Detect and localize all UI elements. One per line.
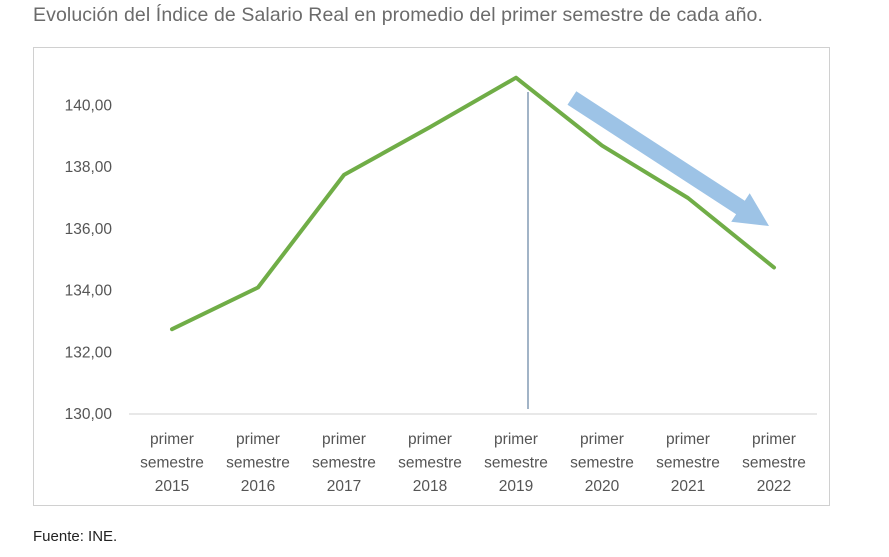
line-chart: 130,00 132,00 134,00 136,00 138,00 140,00 prim… xyxy=(65,75,817,495)
y-tick-label: 132,00 xyxy=(65,344,113,361)
y-tick-label: 134,00 xyxy=(65,283,113,300)
x-tick-label: primer semestre 2019 xyxy=(484,431,548,495)
series-line xyxy=(170,75,776,332)
x-tick-label: primer semestre 2021 xyxy=(656,431,720,495)
y-tick-label: 130,00 xyxy=(65,406,113,423)
y-tick-label: 140,00 xyxy=(65,98,113,115)
chart-title: Evolución del Índice de Salario Real en … xyxy=(33,4,764,26)
x-tick-label: primer semestre 2020 xyxy=(570,431,634,495)
chart-frame: 130,00 132,00 134,00 136,00 138,00 140,00 prim… xyxy=(33,47,830,506)
x-tick-label: primer semestre 2022 xyxy=(742,431,806,495)
x-tick-label: primer semestre 2018 xyxy=(398,431,462,495)
x-tick-label: primer semestre 2015 xyxy=(140,431,204,495)
y-tick-label: 138,00 xyxy=(65,159,113,176)
x-tick-label: primer semestre 2017 xyxy=(312,431,376,495)
x-tick-label: primer semestre 2016 xyxy=(226,431,290,495)
y-tick-label: 136,00 xyxy=(65,221,113,238)
source-note: Fuente: INE. xyxy=(33,528,118,545)
trend-arrow xyxy=(567,91,769,226)
